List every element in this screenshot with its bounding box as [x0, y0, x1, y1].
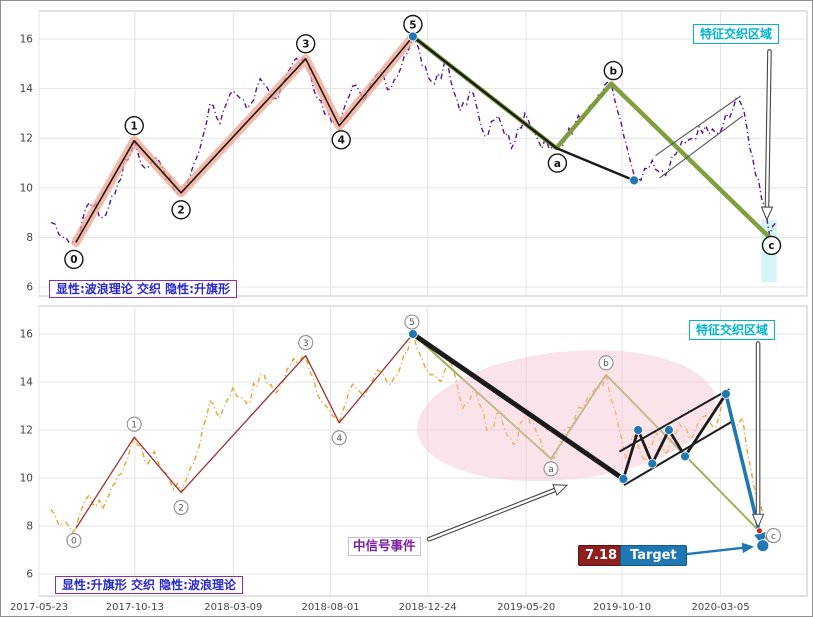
y-tick-label: 16 — [20, 329, 34, 341]
feature-zone-label-top: 特征交织区域 — [693, 24, 780, 44]
x-tick-label: 2018-03-09 — [204, 602, 262, 613]
wave-label-3: 3 — [296, 34, 316, 54]
svg-text:b: b — [603, 359, 609, 369]
flag-channel-line — [618, 388, 730, 453]
wave-label-a: a — [543, 461, 559, 477]
x-tick-label: 2019-10-10 — [593, 602, 651, 613]
svg-text:5: 5 — [409, 19, 416, 31]
flag-pivot-dot — [618, 474, 629, 484]
price-end-dot — [756, 527, 763, 535]
target-price-value: 7.18 — [578, 545, 625, 566]
target-dot — [756, 539, 770, 553]
svg-text:3: 3 — [303, 339, 309, 349]
flag-pivot-dot — [664, 425, 674, 435]
wave-label-3: 3 — [298, 335, 314, 351]
trend-line-to-low — [412, 35, 635, 182]
feature-zone-label-bottom: 特征交织区域 — [689, 320, 776, 340]
svg-text:1: 1 — [131, 120, 138, 132]
y-tick-label: 6 — [26, 569, 33, 581]
pivot-dot-top — [629, 175, 639, 186]
wave-label-0: 0 — [66, 532, 82, 548]
x-tick-label: 2017-10-13 — [106, 602, 164, 613]
target-connector-arrow — [679, 542, 755, 556]
y-tick-label: 8 — [26, 232, 33, 244]
flag-pivot-dot — [680, 451, 690, 462]
wave-label-b: b — [598, 355, 614, 371]
svg-text:c: c — [771, 532, 776, 542]
wave-label-c: c — [761, 235, 782, 256]
target-label: Target — [620, 545, 687, 566]
y-tick-label: 16 — [20, 34, 34, 46]
wave-label-1: 1 — [124, 115, 144, 136]
y-tick-label: 10 — [20, 473, 33, 485]
wave-label-0: 0 — [64, 249, 84, 270]
x-tick-label: 2020-03-05 — [691, 602, 749, 613]
impulse-wave-line-bottom — [75, 333, 414, 529]
svg-text:5: 5 — [409, 318, 415, 328]
svg-text:3: 3 — [302, 39, 309, 51]
y-tick-label: 6 — [26, 282, 33, 294]
mini-channel-line-top — [659, 115, 744, 179]
impulse-wave-line-top — [75, 35, 414, 243]
wave-label-5: 5 — [403, 14, 423, 35]
panel-caption-top: 显性:波浪理论 交织 隐性:升旗形 — [49, 280, 237, 298]
wave-label-2: 2 — [173, 499, 189, 515]
y-tick-label: 10 — [20, 182, 33, 194]
wave-label-2: 2 — [171, 200, 191, 220]
mini-channel-line-top — [655, 95, 742, 157]
wave-label-5: 5 — [404, 314, 420, 330]
svg-text:1: 1 — [131, 420, 137, 430]
highlight-ellipse — [417, 350, 716, 482]
x-tick-label: 2018-12-24 — [399, 602, 457, 613]
signal-pointer-arrow — [426, 484, 569, 542]
flag-pivot-dot — [633, 425, 643, 435]
wave-label-4: 4 — [331, 130, 351, 150]
svg-text:b: b — [610, 65, 618, 77]
zone-pointer-arrow-top — [760, 49, 774, 222]
y-tick-label: 14 — [20, 377, 34, 389]
pivot-dot-top — [407, 31, 418, 42]
flag-channel-line — [623, 419, 735, 487]
svg-text:0: 0 — [71, 537, 77, 547]
wave-label-a: a — [547, 153, 568, 173]
panel-caption-bottom: 显性:升旗形 交织 隐性:波浪理论 — [55, 576, 243, 594]
svg-text:2: 2 — [177, 205, 184, 217]
y-tick-label: 14 — [20, 83, 34, 95]
flag-pivot-dot — [647, 458, 658, 469]
wave-label-b: b — [603, 60, 623, 81]
svg-text:4: 4 — [338, 135, 345, 147]
svg-text:2: 2 — [178, 504, 184, 514]
flag-pivot-dot — [721, 389, 731, 399]
wave-label-1: 1 — [126, 416, 142, 432]
x-tick-label: 2018-08-01 — [301, 602, 359, 613]
y-tick-label: 8 — [26, 521, 33, 533]
wave-label-c: c — [765, 528, 782, 544]
svg-text:a: a — [554, 158, 561, 170]
panel-top-frame — [38, 10, 808, 297]
price-line-bottom — [50, 331, 764, 534]
svg-text:c: c — [768, 240, 774, 252]
svg-text:a: a — [548, 465, 554, 475]
x-tick-label: 2017-05-23 — [10, 602, 68, 613]
wave-label-4: 4 — [331, 430, 347, 446]
y-tick-label: 12 — [20, 133, 33, 145]
flag-pivot-dot — [407, 329, 418, 339]
zone-pointer-arrow-bottom — [751, 341, 765, 529]
flagpole-line — [410, 331, 626, 482]
svg-text:0: 0 — [70, 254, 77, 266]
svg-text:4: 4 — [336, 434, 342, 444]
signal-event-label: 中信号事件 — [348, 537, 421, 556]
x-tick-label: 2019-05-20 — [497, 602, 555, 613]
y-tick-label: 12 — [20, 425, 33, 437]
